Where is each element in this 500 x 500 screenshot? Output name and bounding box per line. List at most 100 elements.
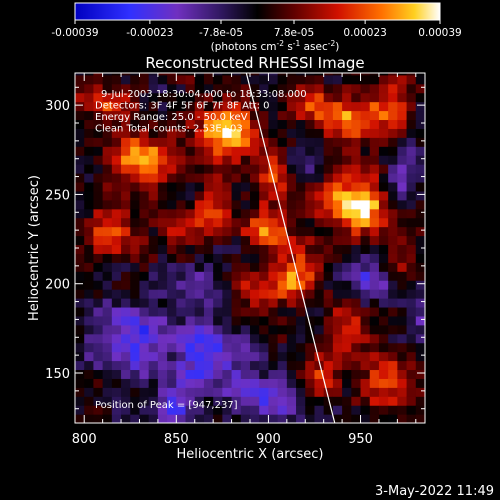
heatmap-cell	[213, 414, 223, 423]
heatmap-cell	[194, 173, 205, 183]
heatmap-cell	[84, 74, 95, 85]
heatmap-cell	[185, 262, 196, 272]
heatmap-cell	[305, 280, 316, 290]
heatmap-cell	[250, 181, 260, 192]
heatmap-cell	[415, 271, 425, 281]
heatmap-cell	[342, 360, 352, 371]
heatmap-cell	[213, 181, 223, 192]
heatmap-cell	[351, 119, 362, 129]
heatmap-cell	[406, 181, 417, 192]
heatmap-cell	[84, 164, 95, 174]
heatmap-cell	[176, 128, 187, 138]
heatmap-cell	[139, 289, 150, 299]
heatmap-cell	[415, 369, 425, 379]
heatmap-cell	[222, 217, 233, 228]
heatmap-cell	[351, 289, 362, 299]
heatmap-cell	[167, 164, 177, 174]
heatmap-cell	[286, 289, 297, 299]
heatmap-cell	[121, 342, 131, 353]
heatmap-cell	[130, 164, 141, 174]
heatmap-cell	[222, 83, 233, 94]
heatmap-cell	[268, 119, 279, 129]
heatmap-cell	[157, 289, 168, 299]
heatmap-cell	[111, 181, 122, 192]
heatmap-cell	[323, 226, 334, 237]
heatmap-cell	[415, 208, 425, 219]
heatmap-cell	[194, 110, 205, 121]
heatmap-cell	[360, 396, 371, 406]
heatmap-cell	[415, 262, 425, 272]
heatmap-cell	[139, 405, 150, 415]
heatmap-cell	[415, 387, 425, 397]
heatmap-cell	[415, 315, 425, 326]
heatmap-cell	[369, 298, 380, 308]
heatmap-cell	[397, 405, 408, 415]
heatmap-cell	[250, 164, 260, 174]
heatmap-cell	[167, 226, 177, 237]
heatmap-cell	[130, 226, 141, 237]
heatmap-cell	[231, 226, 242, 237]
heatmap-cell	[185, 83, 196, 94]
heatmap-cell	[342, 298, 352, 308]
heatmap-cell	[268, 315, 279, 326]
heatmap-cell	[388, 315, 398, 326]
heatmap-cell	[397, 396, 408, 406]
heatmap-cell	[415, 164, 425, 174]
heatmap-cell	[323, 199, 334, 210]
heatmap-cell	[231, 244, 242, 254]
heatmap-cell	[415, 190, 425, 201]
heatmap-cell	[213, 378, 223, 388]
heatmap-cell	[240, 74, 251, 85]
heatmap-cell	[157, 164, 168, 174]
heatmap-cell	[102, 396, 113, 406]
heatmap-cell	[176, 396, 187, 406]
heatmap-cell	[277, 226, 288, 237]
heatmap-cell	[148, 208, 159, 219]
heatmap-cell	[259, 110, 270, 121]
heatmap-cell	[286, 173, 297, 183]
heatmap-cell	[75, 128, 85, 138]
heatmap-cell	[111, 119, 122, 129]
heatmap-cell	[351, 199, 362, 210]
heatmap-cell	[332, 414, 343, 423]
heatmap-cell	[121, 217, 131, 228]
heatmap-cell	[75, 74, 85, 85]
heatmap-cell	[176, 73, 187, 76]
heatmap-cell	[84, 342, 95, 353]
heatmap-cell	[84, 244, 95, 254]
heatmap-cell	[277, 83, 288, 94]
heatmap-cell	[378, 146, 389, 156]
heatmap-cell	[314, 369, 325, 379]
heatmap-cell	[305, 181, 316, 192]
heatmap-cell	[231, 253, 242, 263]
heatmap-cell	[139, 306, 150, 317]
heatmap-cell	[121, 181, 131, 192]
heatmap-cell	[222, 396, 233, 406]
heatmap-cell	[397, 190, 408, 201]
heatmap-cell	[277, 119, 288, 129]
heatmap-cell	[93, 217, 104, 228]
heatmap-cell	[75, 199, 85, 210]
heatmap-cell	[342, 208, 352, 219]
heatmap-cell	[296, 324, 306, 335]
heatmap-cell	[111, 396, 122, 406]
heatmap-cell	[213, 324, 223, 335]
heatmap-cell	[222, 164, 233, 174]
heatmap-cell	[415, 173, 425, 183]
heatmap-cell	[388, 262, 398, 272]
heatmap-cell	[213, 253, 223, 263]
heatmap-cell	[157, 262, 168, 272]
heatmap-cell	[360, 378, 371, 388]
heatmap-cell	[121, 73, 131, 76]
heatmap-cell	[111, 315, 122, 326]
heatmap-cell	[250, 199, 260, 210]
heatmap-cell	[185, 217, 196, 228]
heatmap-cell	[102, 333, 113, 344]
heatmap-cell	[305, 208, 316, 219]
heatmap-cell	[259, 217, 270, 228]
heatmap-cell	[342, 190, 352, 201]
heatmap-cell	[388, 137, 398, 147]
heatmap-cell	[397, 315, 408, 326]
heatmap-cell	[121, 74, 131, 85]
heatmap-cell	[342, 235, 352, 246]
